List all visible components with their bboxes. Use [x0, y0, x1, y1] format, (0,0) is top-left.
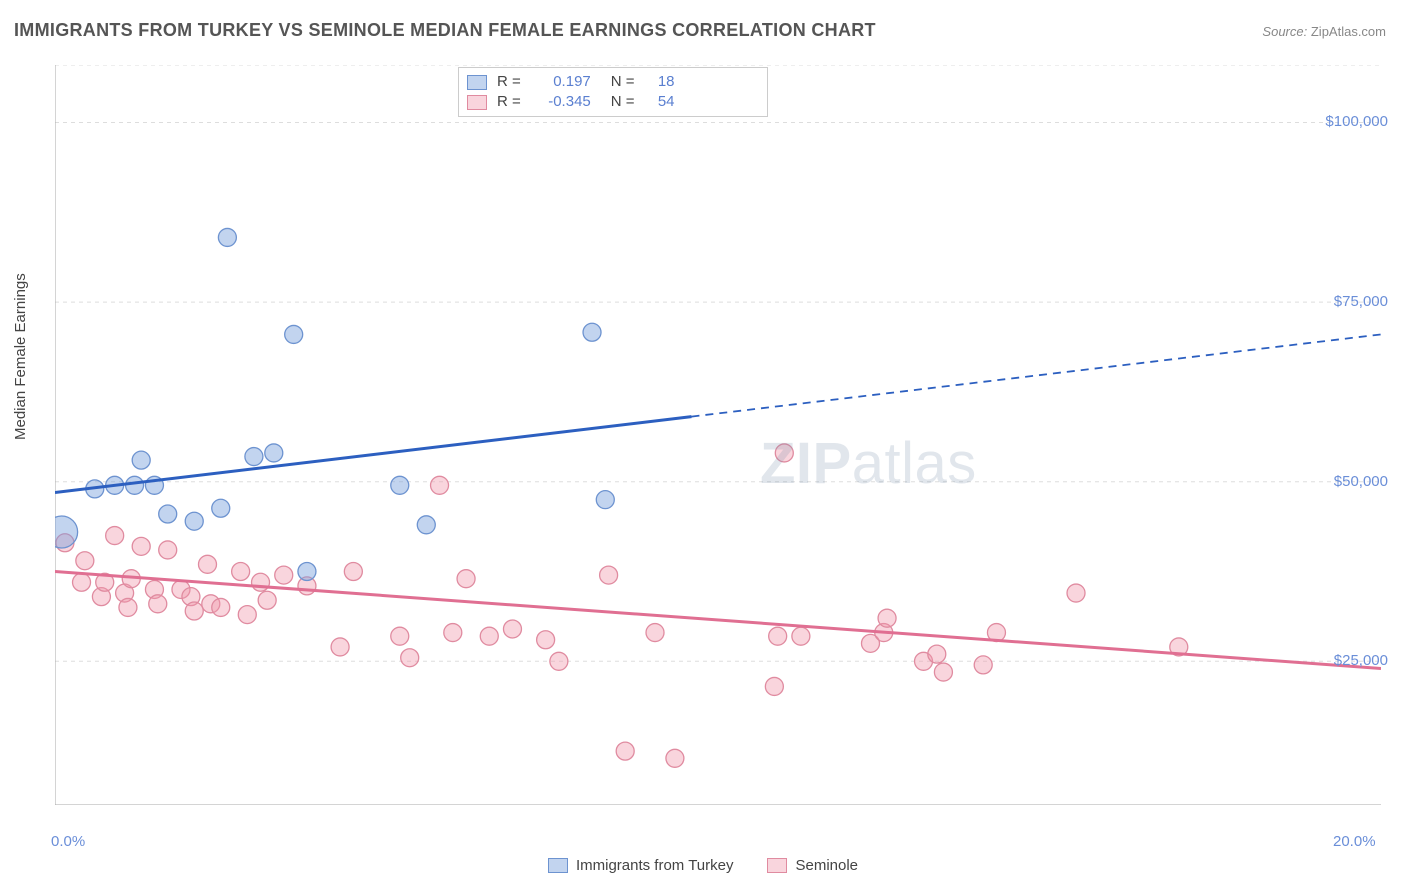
r-value: 0.197: [531, 72, 591, 92]
source-value: ZipAtlas.com: [1311, 24, 1386, 39]
r-label: R =: [497, 72, 521, 92]
chart-area: [55, 65, 1381, 805]
series-legend: Immigrants from Turkey Seminole: [0, 857, 1406, 874]
correlation-legend-row: R = 0.197 N = 18: [467, 72, 759, 92]
legend-swatch: [467, 75, 487, 90]
n-value: 18: [645, 72, 675, 92]
series-legend-label: Immigrants from Turkey: [576, 857, 734, 874]
x-tick-label: 0.0%: [51, 833, 85, 850]
n-label: N =: [611, 92, 635, 112]
chart-title: IMMIGRANTS FROM TURKEY VS SEMINOLE MEDIA…: [14, 20, 876, 41]
series-legend-label: Seminole: [795, 857, 858, 874]
r-value: -0.345: [531, 92, 591, 112]
series-legend-item: Seminole: [767, 857, 858, 874]
r-label: R =: [497, 92, 521, 112]
scatter-plot: [55, 65, 1381, 805]
legend-swatch: [767, 858, 787, 873]
legend-swatch: [467, 95, 487, 110]
source-attribution: Source: ZipAtlas.com: [1262, 24, 1386, 39]
source-label: Source:: [1262, 24, 1307, 39]
y-tick-label: $100,000: [1325, 113, 1388, 130]
y-axis-label: Median Female Earnings: [12, 273, 29, 440]
correlation-legend: R = 0.197 N = 18 R = -0.345 N = 54: [458, 67, 768, 117]
series-legend-item: Immigrants from Turkey: [548, 857, 734, 874]
x-tick-label: 20.0%: [1333, 833, 1376, 850]
legend-swatch: [548, 858, 568, 873]
y-tick-label: $25,000: [1334, 652, 1388, 669]
n-value: 54: [645, 92, 675, 112]
y-tick-label: $75,000: [1334, 293, 1388, 310]
correlation-legend-row: R = -0.345 N = 54: [467, 92, 759, 112]
n-label: N =: [611, 72, 635, 92]
y-tick-label: $50,000: [1334, 473, 1388, 490]
